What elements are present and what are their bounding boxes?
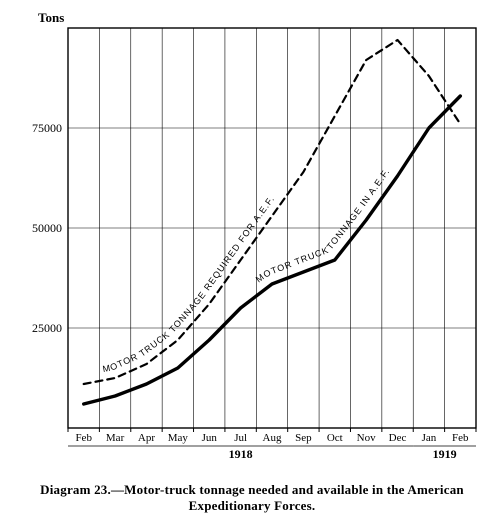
x-tick-label: Aug xyxy=(263,432,282,444)
x-year-label: 1918 xyxy=(229,447,253,461)
y-tick-label: 75000 xyxy=(32,121,62,135)
x-tick-label: Sep xyxy=(295,432,312,444)
x-tick-label: Dec xyxy=(389,432,407,444)
line-chart: 25000 50000 75000 Tons Feb Mar Apr May Jun Jul Aug… xyxy=(8,8,496,478)
chart-caption: Diagram 23.—Motor-truck tonnage needed a… xyxy=(8,482,496,515)
series-label-actual: MOTOR TRUCK TONNAGE IN A.E.F. xyxy=(254,166,392,284)
series-label-required: MOTOR TRUCK TONNAGE REQUIRED FOR A.E.F. xyxy=(102,194,277,374)
x-tick-label: Oct xyxy=(327,432,343,444)
x-tick-label: Feb xyxy=(75,432,92,444)
x-tick-label: Apr xyxy=(138,432,155,444)
y-tick-label: 50000 xyxy=(32,221,62,235)
x-year-label: 1919 xyxy=(433,447,457,461)
x-tick-label: Feb xyxy=(452,432,469,444)
series-required xyxy=(84,40,461,384)
x-tick-label: Jan xyxy=(422,432,437,444)
x-tick-label: May xyxy=(168,432,189,444)
x-tick-label: Nov xyxy=(357,432,376,444)
x-tick-label: Mar xyxy=(106,432,125,444)
x-tick-label: Jul xyxy=(234,432,247,444)
chart-container: 25000 50000 75000 Tons Feb Mar Apr May Jun Jul Aug… xyxy=(8,8,496,515)
x-tick-label: Jun xyxy=(202,432,218,444)
y-tick-label: 25000 xyxy=(32,321,62,335)
y-axis-title: Tons xyxy=(38,10,64,25)
